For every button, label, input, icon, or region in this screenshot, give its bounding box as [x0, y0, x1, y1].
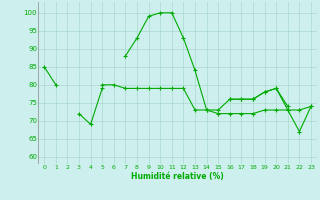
X-axis label: Humidité relative (%): Humidité relative (%) [131, 172, 224, 181]
